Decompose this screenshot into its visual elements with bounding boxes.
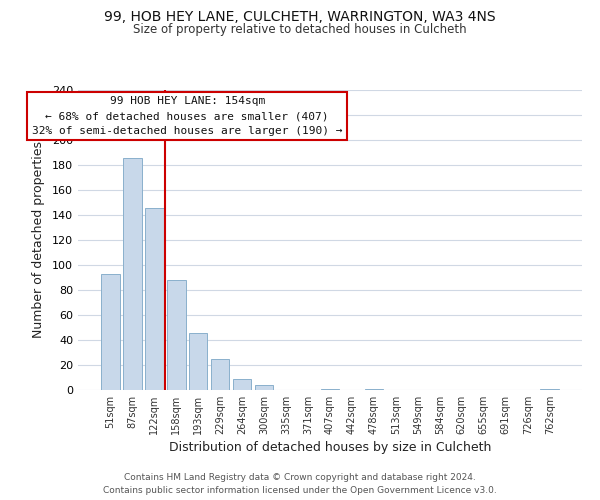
Bar (320, 389, 340, 390)
Text: Contains HM Land Registry data © Crown copyright and database right 2024.: Contains HM Land Registry data © Crown c… (124, 474, 476, 482)
Bar (211, 359, 229, 390)
Bar (365, 389, 383, 390)
Bar (255, 385, 274, 390)
Text: 99, HOB HEY LANE, CULCHETH, WARRINGTON, WA3 4NS: 99, HOB HEY LANE, CULCHETH, WARRINGTON, … (104, 10, 496, 24)
Bar (189, 332, 208, 390)
X-axis label: Distribution of detached houses by size in Culcheth: Distribution of detached houses by size … (169, 441, 491, 454)
Bar (101, 274, 119, 390)
Text: 99 HOB HEY LANE: 154sqm
← 68% of detached houses are smaller (407)
32% of semi-d: 99 HOB HEY LANE: 154sqm ← 68% of detache… (32, 96, 343, 136)
Bar (233, 379, 251, 390)
Y-axis label: Number of detached properties: Number of detached properties (32, 142, 45, 338)
Bar (167, 280, 185, 390)
Bar (541, 389, 559, 390)
Bar (145, 208, 164, 390)
Text: Size of property relative to detached houses in Culcheth: Size of property relative to detached ho… (133, 22, 467, 36)
Text: Contains public sector information licensed under the Open Government Licence v3: Contains public sector information licen… (103, 486, 497, 495)
Bar (123, 158, 142, 390)
